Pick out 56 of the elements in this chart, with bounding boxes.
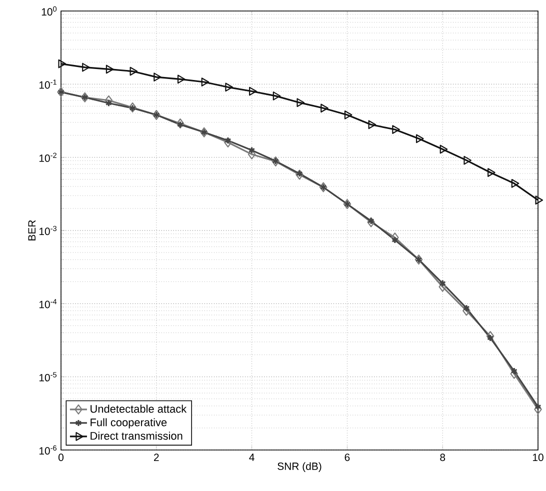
point — [296, 170, 304, 180]
point — [224, 137, 232, 148]
point — [82, 62, 90, 72]
point — [486, 334, 494, 342]
point — [176, 120, 184, 128]
point — [224, 136, 232, 144]
point — [392, 236, 398, 244]
point — [367, 217, 375, 228]
point — [249, 86, 257, 96]
x-tick-label: 6 — [344, 454, 350, 462]
point — [486, 331, 494, 342]
point — [154, 72, 162, 82]
point — [439, 279, 446, 288]
legend-label: Undetectable attack — [90, 404, 187, 413]
y-axis-title: BER — [28, 220, 36, 240]
point — [390, 232, 399, 243]
y-tick-label: 10$^{-5}$ — [39, 372, 57, 382]
point — [320, 104, 328, 113]
point — [106, 64, 114, 74]
point — [296, 170, 303, 178]
point — [105, 99, 112, 107]
x-tick-label: 4 — [249, 454, 254, 461]
point — [225, 82, 233, 92]
legend-label: Full cooperative — [90, 418, 167, 428]
point — [177, 74, 186, 84]
point — [248, 146, 256, 154]
point — [344, 110, 352, 120]
point — [511, 178, 520, 188]
x-tick-label: 10 — [532, 454, 544, 462]
x-tick-label: 0 — [58, 454, 64, 462]
x-tick-label: 2 — [154, 454, 159, 461]
point — [201, 78, 210, 86]
point — [440, 144, 448, 154]
y-tick-label: 10$^{-3}$ — [39, 226, 56, 236]
point — [535, 196, 544, 205]
point — [416, 134, 424, 144]
legend-label: Direct transmission — [90, 432, 182, 440]
y-tick-label: 10$^{-2}$ — [39, 152, 56, 162]
point — [392, 125, 400, 134]
point — [272, 92, 281, 100]
x-axis-title: SNR (dB) — [278, 462, 322, 472]
point — [58, 59, 66, 68]
point — [463, 304, 470, 312]
y-tick-label: 10$^{0}$ — [42, 6, 57, 16]
point — [464, 156, 472, 165]
point — [296, 98, 305, 108]
y-tick-label: 10$^{-6}$ — [39, 445, 56, 455]
point — [176, 118, 184, 129]
point — [488, 168, 496, 177]
x-tick-label: 8 — [440, 454, 446, 462]
point — [510, 367, 518, 375]
point — [368, 217, 374, 225]
point — [130, 66, 138, 76]
y-tick-label: 10$^{-4}$ — [39, 299, 57, 308]
y-tick-label: 10$^{-1}$ — [39, 80, 56, 89]
point — [368, 120, 376, 130]
